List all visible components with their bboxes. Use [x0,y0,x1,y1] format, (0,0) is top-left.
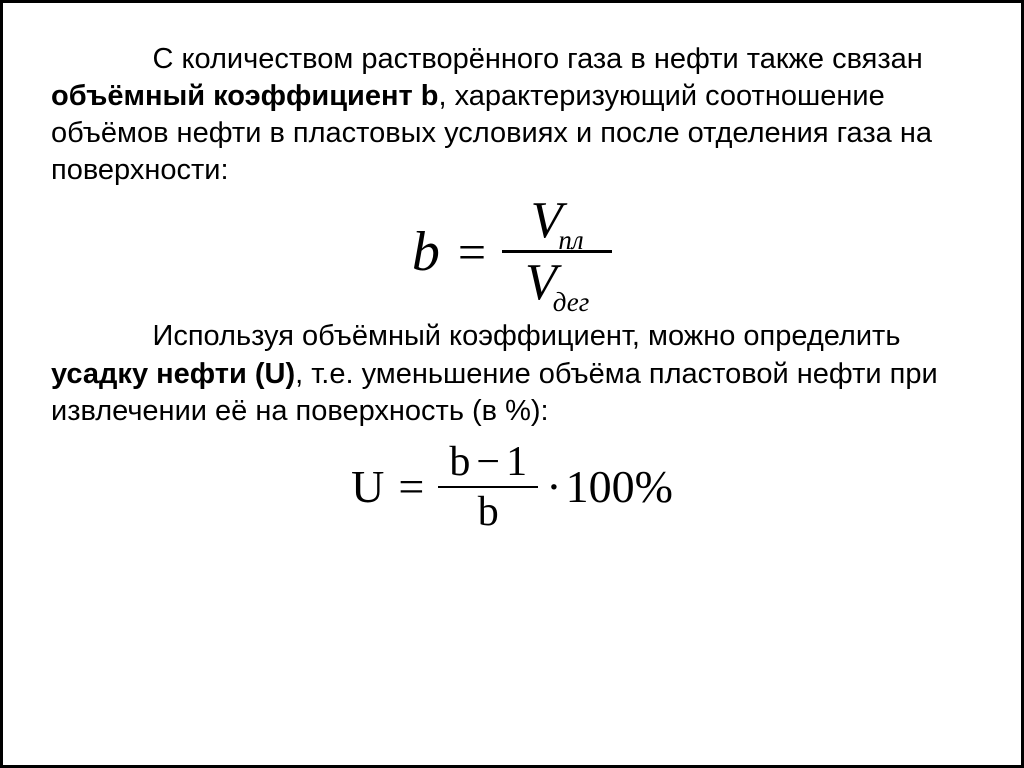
fraction-bar [438,486,538,488]
formula-b-num-sub: пл [558,225,583,255]
formula-b-numerator: Vпл [523,191,592,250]
p2-text-1: Используя объёмный коэффициент, можно оп… [153,320,901,352]
p2-bold: усадку нефти (U) [51,358,295,390]
formula-b-eq: = [458,223,486,281]
formula-b: b = Vпл Vдег [51,191,973,312]
slide-frame: С количеством растворённого газа в нефти… [0,0,1024,768]
formula-u-num-a: b [449,439,470,485]
formula-u-numerator: b−1 [441,440,535,484]
formula-b-den-V: V [525,254,557,311]
formula-u: U = b−1 b · 100% [51,440,973,534]
formula-b-den-sub: дег [553,287,590,317]
p1-text-1: С количеством растворённого газа в нефти… [153,43,923,75]
formula-b-lhs: b [412,220,440,284]
paragraph-2: Используя объёмный коэффициент, можно оп… [51,318,973,429]
formula-u-minus: − [476,439,500,485]
formula-b-denominator: Vдег [517,253,597,312]
formula-u-lhs: U [351,460,384,513]
formula-u-num-b: 1 [506,439,527,485]
formula-u-eq: = [398,460,424,513]
formula-u-denominator: b [470,490,507,534]
formula-b-fraction: Vпл Vдег [502,191,612,312]
p1-bold: объёмный коэффициент b [51,80,438,112]
formula-u-tail: 100% [566,460,673,513]
paragraph-1: С количеством растворённого газа в нефти… [51,41,973,189]
formula-u-dot: · [546,460,561,513]
formula-u-fraction: b−1 b [438,440,538,534]
